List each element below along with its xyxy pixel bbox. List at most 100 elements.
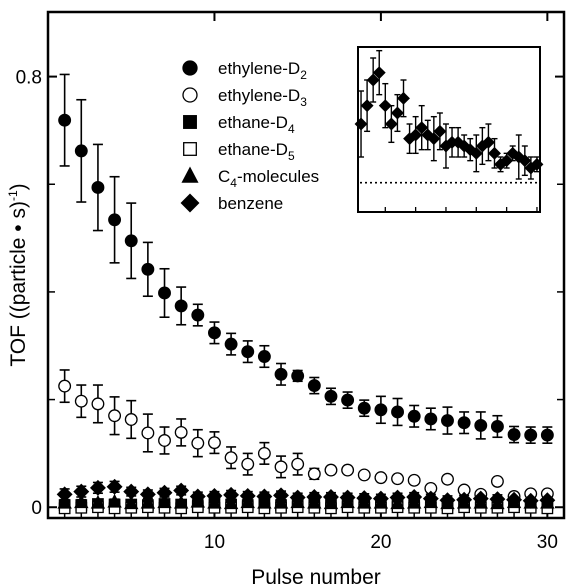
legend-marker-0: [182, 60, 198, 76]
series-0-point: [341, 393, 355, 407]
series-1-point: [241, 457, 255, 471]
series-5-point: [522, 492, 539, 509]
legend: ethylene-D2 ethylene-D3 ethane-D4 ethane-D5…: [180, 59, 319, 213]
series-5-point: [289, 489, 306, 506]
series-1-point: [374, 471, 388, 485]
series-1-point: [441, 472, 454, 486]
legend-marker-2: [183, 115, 197, 129]
series-1-point: [391, 472, 404, 486]
series-1-point: [108, 409, 122, 423]
series-5-point: [256, 488, 273, 505]
series-0-point: [191, 308, 205, 322]
series-1-point: [357, 468, 371, 482]
series-0-point: [158, 286, 171, 300]
series-5-point: [439, 492, 456, 509]
inset-point: [500, 154, 514, 168]
series-0-point: [291, 369, 305, 383]
series-0-point: [307, 379, 321, 393]
series-0-point: [357, 401, 371, 415]
series-0-point: [108, 213, 122, 227]
series-0-point: [324, 389, 338, 403]
inset-point: [488, 146, 501, 160]
series-5-point: [406, 489, 423, 505]
series-0-point: [91, 181, 105, 194]
plot-frame: [46, 10, 566, 520]
series-5-point: [489, 491, 506, 508]
inset-plot: [354, 46, 544, 213]
x-tick-label: 10: [204, 532, 225, 553]
series-5-point: [89, 479, 106, 496]
series-1-point: [291, 457, 305, 471]
series-0-point: [424, 412, 438, 426]
series-0-point: [58, 113, 72, 127]
legend-marker-4: [181, 166, 199, 183]
series-0-point: [524, 428, 538, 442]
inset-point: [518, 154, 532, 168]
series-5-point: [356, 490, 373, 507]
series-5-point: [456, 491, 473, 508]
series-4-point: [90, 494, 106, 509]
series-5-point: [539, 492, 556, 509]
series-5-point: [372, 490, 389, 507]
series-1-point: [91, 397, 105, 411]
series-5-point: [123, 483, 140, 500]
legend-label-0: ethylene-D2: [218, 59, 307, 82]
series-5-point: [106, 478, 123, 495]
series-1-point: [307, 467, 321, 481]
series-0-point: [208, 326, 221, 340]
x-tick-label: 20: [370, 532, 391, 553]
inset-point: [469, 146, 483, 160]
inset-point: [409, 128, 423, 142]
inset-point: [378, 99, 392, 113]
series-5-point: [389, 489, 406, 506]
inset-point: [354, 117, 368, 131]
y-tick-label: 0: [31, 498, 42, 519]
axis-labels: Pulse number TOF ((particle • s)-1): [6, 183, 381, 587]
inset-point: [481, 135, 495, 149]
series-1-point: [124, 413, 138, 426]
legend-marker-5: [180, 193, 200, 213]
series-1-point: [74, 394, 88, 408]
series-1-point: [490, 474, 504, 488]
series-5-point: [223, 486, 240, 503]
series-4-point: [74, 494, 89, 509]
series-0-point: [374, 403, 388, 417]
series-5-point: [239, 487, 256, 504]
series-1-point: [141, 426, 155, 440]
series-0-point: [391, 405, 404, 419]
series-0-point: [174, 299, 188, 313]
series-0-point: [407, 409, 421, 423]
legend-label-1: ethylene-D3: [218, 86, 307, 109]
inset-point: [366, 73, 380, 87]
inset-point: [397, 91, 410, 105]
series-0-point: [457, 416, 471, 430]
inset-border: [357, 46, 541, 213]
inset-point: [372, 66, 386, 80]
series-0-point: [540, 428, 554, 442]
series-4-point: [173, 494, 189, 509]
series-1-point: [341, 463, 355, 477]
series-5-point: [422, 490, 439, 507]
series-5-point: [156, 484, 173, 501]
legend-label-4: C4-molecules: [218, 167, 319, 190]
data-points: [56, 113, 556, 515]
series-1-point: [257, 446, 271, 460]
series-0-point: [490, 420, 504, 433]
series-5-point: [273, 487, 289, 504]
series-1-point: [191, 436, 205, 450]
series-5-point: [339, 489, 356, 506]
series-0-point: [257, 350, 271, 363]
series-5-point: [306, 489, 323, 505]
legend-label-5: benzene: [218, 194, 283, 213]
series-5-point: [173, 482, 190, 499]
series-4-point: [157, 494, 172, 509]
series-5-point: [73, 483, 90, 500]
series-1-point: [58, 379, 72, 393]
series-1-point: [407, 473, 421, 487]
inset-point: [390, 106, 404, 120]
inset-point: [427, 132, 441, 146]
series-4-point: [107, 493, 122, 508]
inset-point: [433, 124, 447, 138]
legend-marker-1: [182, 87, 198, 103]
